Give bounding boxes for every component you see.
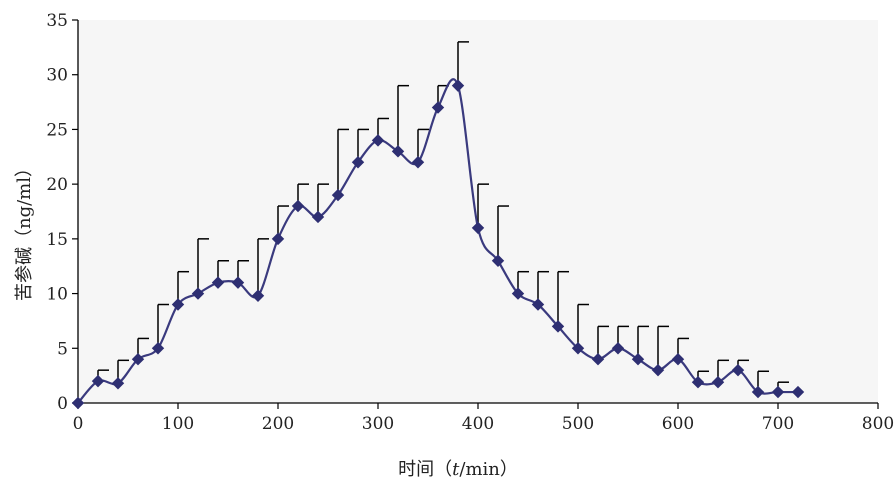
y-tick-label: 10 <box>46 285 68 305</box>
data-point-marker <box>631 353 645 366</box>
x-tick-label: 600 <box>662 414 694 434</box>
data-point-marker <box>71 396 85 410</box>
x-tick-label: 100 <box>162 414 194 434</box>
data-point-marker <box>671 353 685 366</box>
data-point-marker <box>431 101 445 114</box>
axes: 0 100 200 300 400 500 600 700 800 0 5 10 15 20 25 30 35 <box>46 11 894 434</box>
data-point-marker <box>231 276 245 289</box>
data-markers <box>71 79 805 410</box>
data-point-marker <box>491 254 505 267</box>
y-tick-label: 25 <box>46 120 68 140</box>
data-point-marker <box>91 374 105 388</box>
data-point-marker <box>371 134 385 147</box>
axis-labels: 时间（t/min） 苦参碱（ng/ml） <box>14 159 518 480</box>
data-point-marker <box>131 353 145 366</box>
y-tick-label: 20 <box>46 175 68 195</box>
data-point-marker <box>531 298 545 311</box>
data-point-marker <box>331 188 345 202</box>
data-point-marker <box>551 320 565 333</box>
y-tick-label: 35 <box>46 11 68 31</box>
y-tick-label: 30 <box>46 66 68 86</box>
x-tick-label: 800 <box>862 414 894 434</box>
data-point-marker <box>691 376 705 389</box>
data-point-marker <box>351 156 365 169</box>
data-point-marker <box>311 210 325 224</box>
data-point-marker <box>471 221 485 235</box>
x-tick-label: 700 <box>762 414 794 434</box>
data-point-marker <box>251 289 265 302</box>
data-point-marker <box>711 376 725 389</box>
y-tick-label: 15 <box>46 230 68 250</box>
data-point-marker <box>771 385 785 399</box>
x-axis-title: 时间（t/min） <box>398 459 518 480</box>
x-tick-label: 400 <box>462 414 494 434</box>
data-point-marker <box>291 199 305 213</box>
x-tick-label: 500 <box>562 414 594 434</box>
data-point-marker <box>751 385 765 399</box>
data-point-marker <box>451 79 465 92</box>
data-point-marker <box>651 363 665 377</box>
data-point-marker <box>731 363 745 377</box>
data-point-marker <box>271 232 285 246</box>
data-point-marker <box>211 276 225 289</box>
data-point-marker <box>791 385 805 399</box>
data-point-marker <box>591 353 605 366</box>
y-axis-title: 苦参碱（ng/ml） <box>14 159 35 301</box>
data-point-marker <box>191 287 205 300</box>
data-point-marker <box>411 156 425 169</box>
data-point-marker <box>391 145 405 158</box>
x-axis-title-suffix: /min） <box>459 459 517 480</box>
x-tick-label: 200 <box>262 414 294 434</box>
data-point-marker <box>151 342 165 355</box>
x-tick-label: 300 <box>362 414 394 434</box>
data-point-marker <box>511 287 525 300</box>
x-tick-label: 0 <box>73 414 84 434</box>
data-point-marker <box>611 342 625 355</box>
x-axis-title-variable: t <box>452 459 460 480</box>
data-point-marker <box>571 342 585 355</box>
x-axis-title-prefix: 时间（ <box>398 459 452 480</box>
data-point-marker <box>111 377 125 390</box>
data-point-marker <box>171 298 185 311</box>
y-tick-label: 0 <box>57 394 68 414</box>
y-tick-label: 5 <box>57 339 68 359</box>
